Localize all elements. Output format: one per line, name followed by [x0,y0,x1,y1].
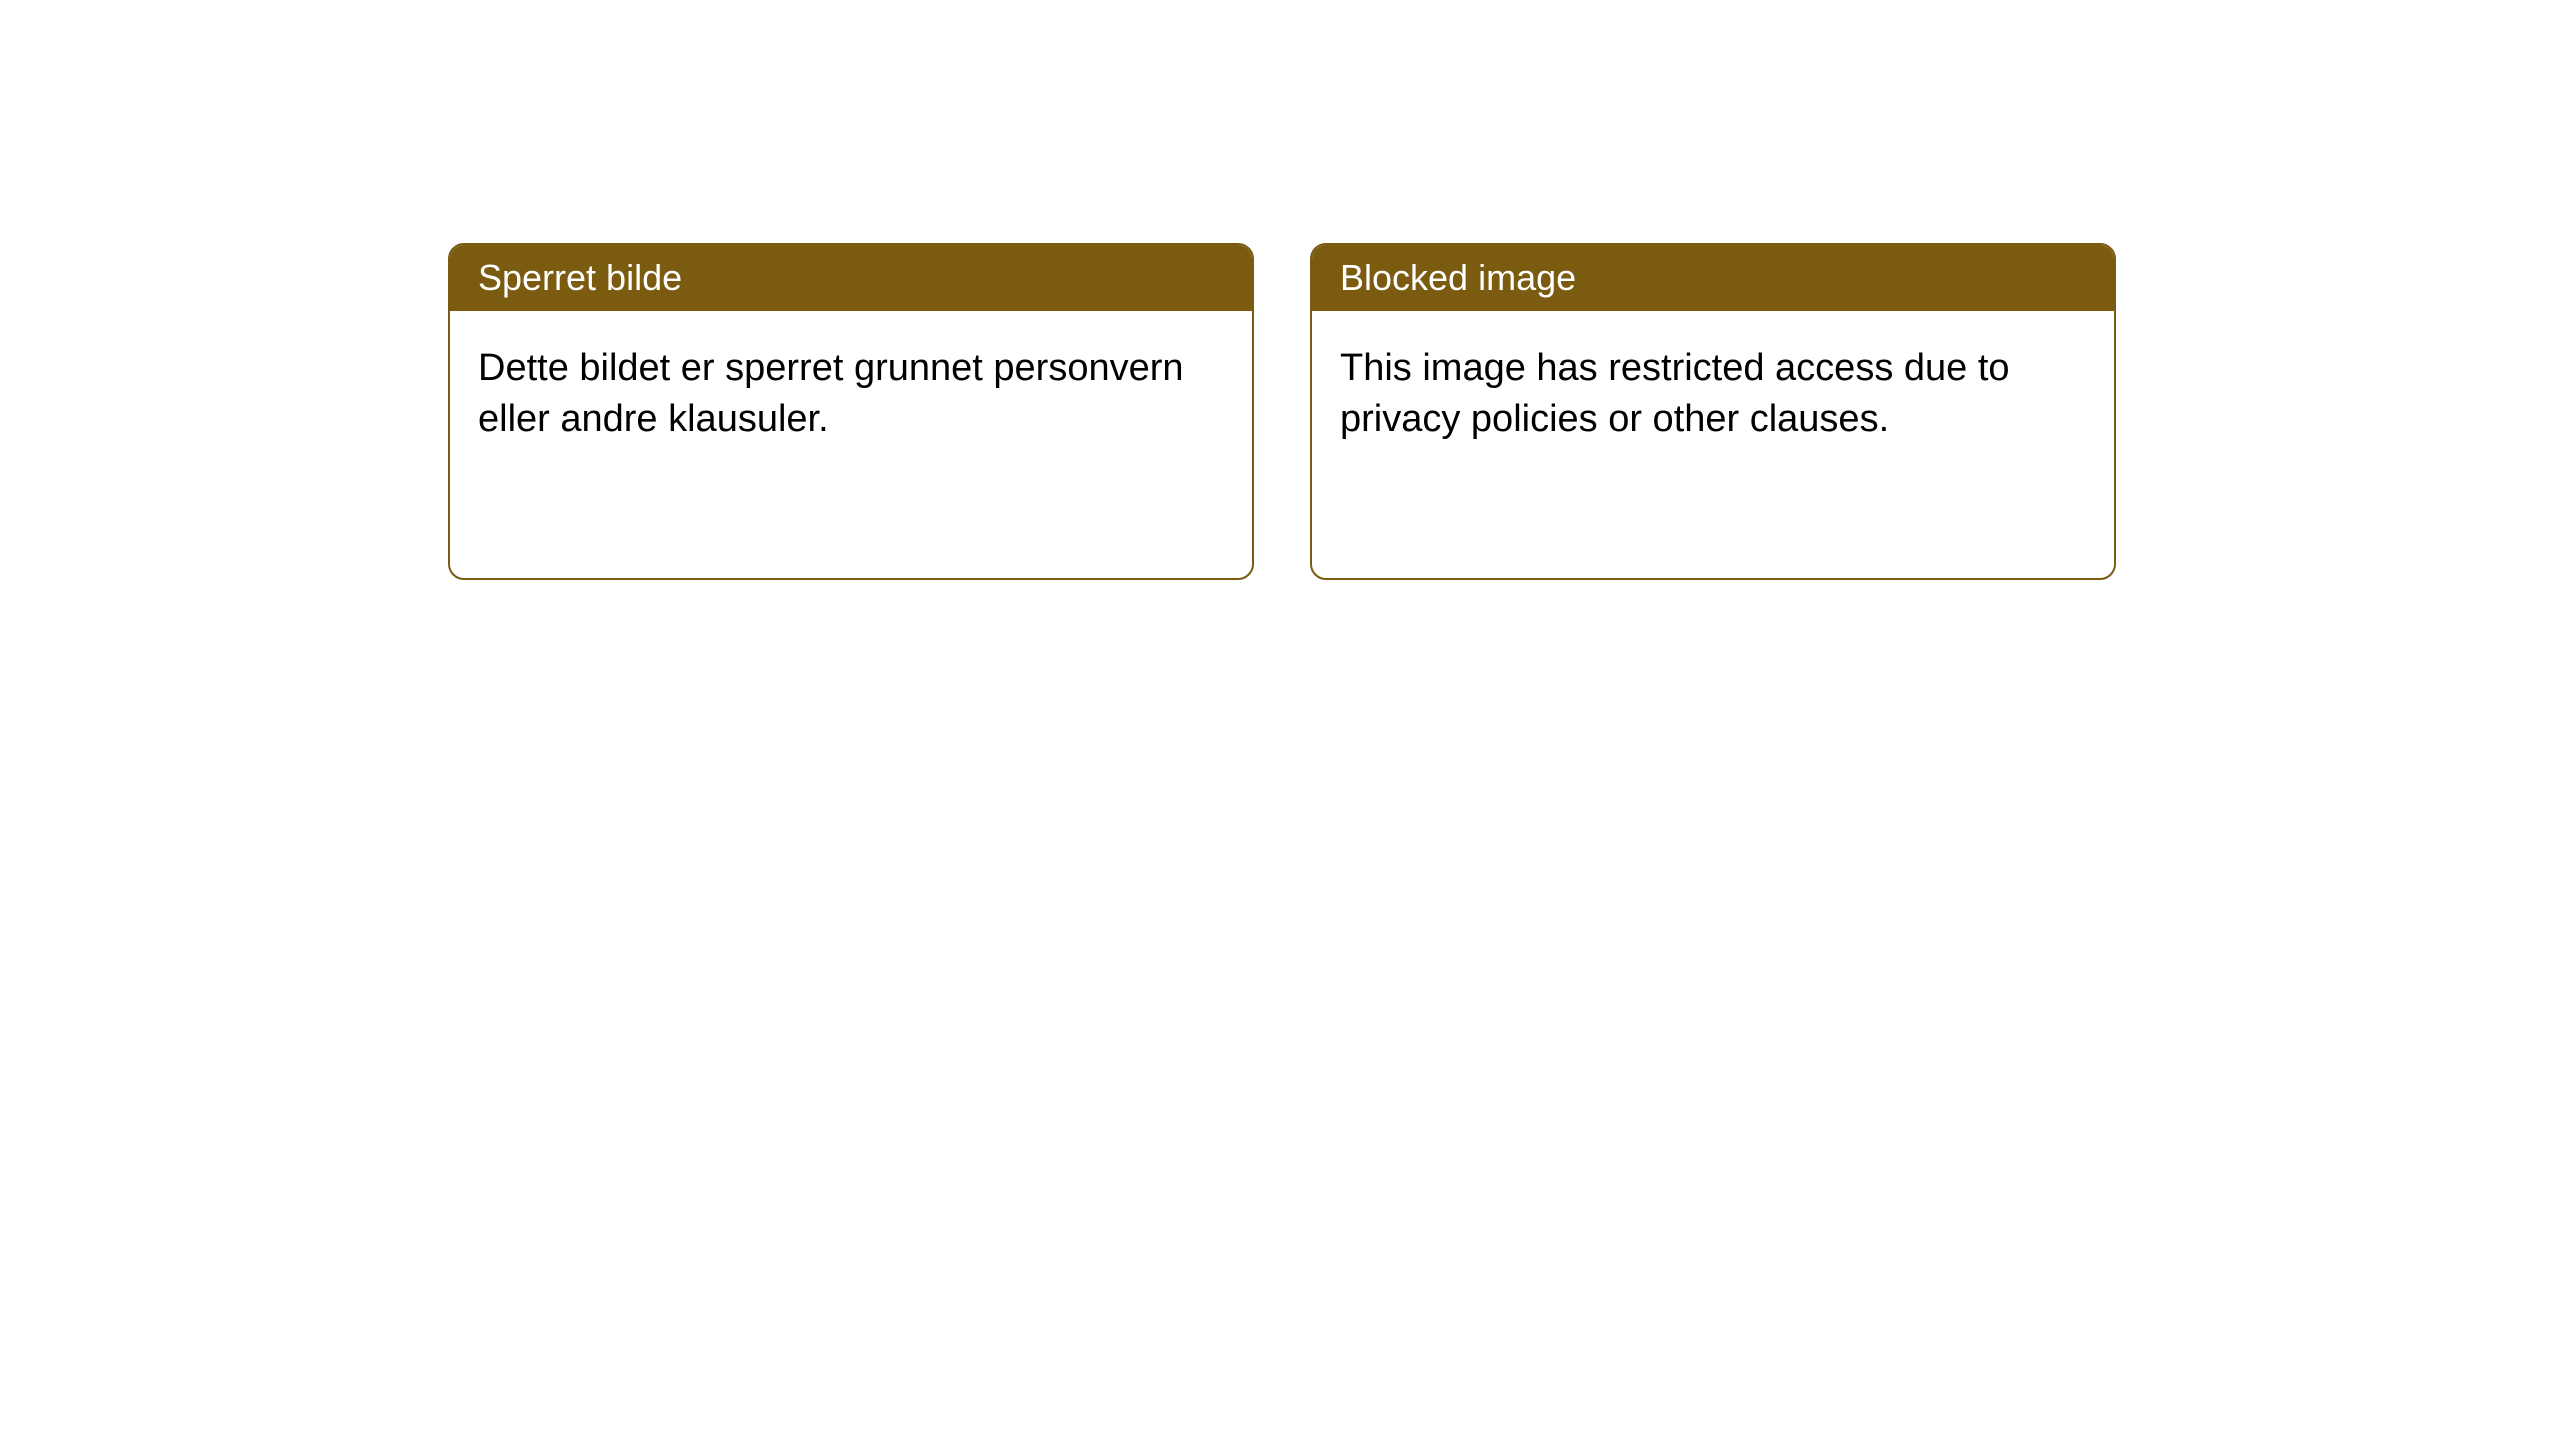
notice-card-english: Blocked image This image has restricted … [1310,243,2116,580]
notice-body: Dette bildet er sperret grunnet personve… [450,311,1252,478]
notice-header: Blocked image [1312,245,2114,311]
notice-cards-container: Sperret bilde Dette bildet er sperret gr… [0,0,2560,580]
notice-header: Sperret bilde [450,245,1252,311]
notice-body: This image has restricted access due to … [1312,311,2114,478]
notice-card-norwegian: Sperret bilde Dette bildet er sperret gr… [448,243,1254,580]
